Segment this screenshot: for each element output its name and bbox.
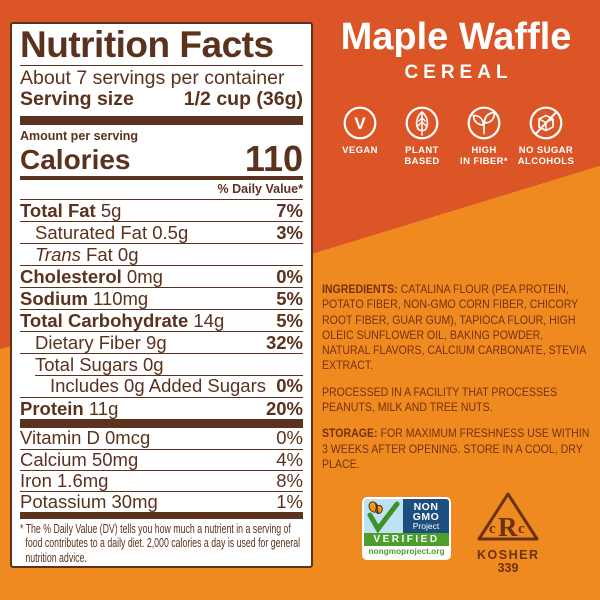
nutrient-dv: 3% (276, 221, 303, 243)
calories-value: 110 (244, 138, 303, 179)
nutrient-row-total-carbohydrate: Total Carbohydrate 14g 5% (20, 308, 303, 331)
nutrient-name: Iron 1.6mg (20, 469, 109, 491)
nutrient-row-sodium: Sodium 110mg 5% (20, 286, 303, 309)
micronutrient-row-vitamin-d: Vitamin D 0mcg 0% (20, 426, 303, 449)
nutrient-row-added-sugars: Includes 0g Added Sugars 0% (20, 374, 303, 397)
micronutrient-row-calcium: Calcium 50mg 4% (20, 448, 303, 470)
badge-label: PLANT (405, 145, 439, 156)
daily-value-footnote: * The % Daily Value (DV) tells you how m… (20, 520, 301, 565)
nutrient-name: Potassium 30mg (20, 490, 158, 512)
product-title-block: Maple Waffle CEREAL (312, 18, 600, 84)
nutrient-row-protein: Protein 11g 20% (20, 396, 303, 419)
thick-divider (20, 418, 303, 428)
svg-text:V: V (354, 114, 366, 133)
nutrient-name: Dietary Fiber 9g (35, 331, 167, 353)
nutrition-facts-title: Nutrition Facts (20, 24, 274, 65)
storage-paragraph: STORAGE: FOR MAXIMUM FRESHNESS USE WITHI… (322, 426, 590, 471)
no-sugar-alcohols-icon (529, 106, 563, 140)
nutrient-name: Sodium 110mg (20, 287, 149, 309)
product-type: CEREAL (404, 62, 513, 83)
daily-value-header: % Daily Value* (217, 181, 303, 196)
badge-row: V VEGAN PLANT BASED HIGH IN FIBER* (330, 106, 576, 167)
nutrient-row-total-sugars: Total Sugars 0g (20, 352, 303, 375)
badge-label: HIGH (471, 145, 497, 156)
nutrient-row-cholesterol: Cholesterol 0mg 0% (20, 264, 303, 287)
ingredients-paragraph: INGREDIENTS: CATALINA FLOUR (PEA PROTEIN… (322, 282, 586, 373)
nutrient-row-trans-fat: Trans Fat 0g (20, 242, 303, 265)
nutrient-dv: 7% (276, 199, 303, 221)
nutrient-row-saturated-fat: Saturated Fat 0.5g 3% (20, 220, 303, 243)
badge-vegan: V VEGAN (330, 106, 390, 167)
serving-size-label: Serving size (20, 88, 134, 110)
product-info-text: INGREDIENTS: CATALINA FLOUR (PEA PROTEIN… (322, 282, 594, 483)
nutrient-name: Includes 0g Added Sugars (50, 374, 266, 396)
serving-size-value: 1/2 cup (36g) (183, 88, 303, 110)
nutrient-dv: 0% (276, 374, 303, 396)
calories-label: Calories (20, 144, 131, 175)
micronutrient-row-potassium: Potassium 30mg 1% (20, 490, 303, 512)
badge-label: NO SUGAR (518, 145, 574, 156)
calories-row: Calories 110 (20, 138, 303, 179)
micronutrient-row-iron: Iron 1.6mg 8% (20, 469, 303, 491)
nutrient-name: Cholesterol 0mg (20, 265, 163, 287)
kosher-label: KOSHER (477, 548, 540, 562)
high-fiber-icon (467, 106, 501, 140)
crc-triangle-icon: c R c (477, 492, 539, 542)
nutrient-name: Calcium 50mg (20, 448, 139, 470)
nutrient-name: Total Fat 5g (20, 199, 122, 221)
nutrient-dv: 32% (265, 331, 303, 353)
non-gmo-verified-logo: NON GMO Project VERIFIED nongmoproject.o… (362, 497, 451, 560)
serving-size-row: Serving size 1/2 cup (36g) (20, 89, 303, 110)
non-gmo-url: nongmoproject.org (368, 546, 445, 556)
nutrition-facts-label: Nutrition Facts About 7 servings per con… (10, 22, 313, 568)
plant-based-icon (405, 106, 439, 140)
nutrient-dv: 4% (276, 448, 303, 470)
nutrient-row-total-fat: Total Fat 5g 7% (20, 198, 303, 221)
non-gmo-logo-top: NON GMO Project (364, 499, 449, 534)
non-gmo-butterfly-art (364, 499, 403, 534)
medium-divider (20, 176, 303, 180)
thick-divider (20, 116, 303, 125)
svg-text:c: c (518, 521, 525, 537)
badge-high-fiber: HIGH IN FIBER* (454, 106, 514, 167)
nutrient-name: Total Carbohydrate 14g (20, 309, 225, 331)
svg-text:c: c (489, 521, 496, 537)
svg-text:R: R (498, 512, 518, 542)
nutrient-row-dietary-fiber: Dietary Fiber 9g 32% (20, 330, 303, 353)
nutrient-dv: 5% (276, 287, 303, 309)
divider (20, 65, 303, 66)
nutrient-name: Trans Fat 0g (35, 243, 139, 265)
nutrient-dv: 5% (276, 309, 303, 331)
product-name: Maple Waffle (340, 16, 572, 58)
package-edge-shading (0, 0, 6, 600)
nutrient-dv: 20% (265, 397, 303, 419)
non-gmo-verified-band: VERIFIED (364, 533, 449, 546)
non-gmo-wordmark: NON GMO Project (403, 499, 449, 533)
nutrient-name: Vitamin D 0mcg (20, 426, 151, 448)
nutrient-name: Total Sugars 0g (35, 353, 164, 375)
servings-per-container: About 7 servings per container (20, 67, 285, 89)
nutrient-dv: 0% (276, 426, 303, 448)
allergen-paragraph: PROCESSED IN A FACILITY THAT PROCESSES P… (322, 384, 558, 415)
thick-divider (20, 511, 303, 519)
nutrient-dv: 1% (276, 490, 303, 512)
nutrient-name: Protein 11g (20, 397, 119, 419)
nutrient-name: Saturated Fat 0.5g (35, 221, 189, 243)
badge-plant-based: PLANT BASED (392, 106, 452, 167)
butterfly-checkmark-icon (367, 501, 400, 534)
nutrient-dv: 0% (276, 265, 303, 287)
kosher-crc-mark: c R c KOSHER 339 (477, 492, 539, 575)
amount-per-serving-label: Amount per serving (20, 129, 139, 143)
nutrient-dv: 8% (276, 469, 303, 491)
badge-no-sugar-alcohols: NO SUGAR ALCOHOLS (516, 106, 576, 167)
kosher-number: 339 (497, 561, 519, 575)
vegan-icon: V (343, 106, 377, 140)
badge-label: VEGAN (342, 145, 378, 156)
